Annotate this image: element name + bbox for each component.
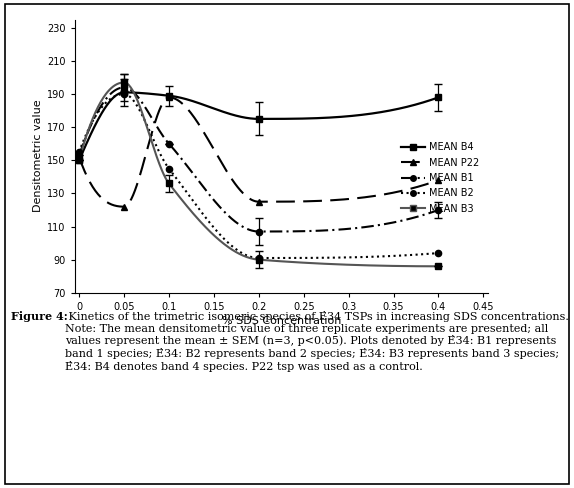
- X-axis label: % SDS Concentration: % SDS Concentration: [222, 316, 341, 326]
- Legend: MEAN B4, MEAN P22, MEAN B1, MEAN B2, MEAN B3: MEAN B4, MEAN P22, MEAN B1, MEAN B2, MEA…: [397, 139, 483, 218]
- Y-axis label: Densitometric value: Densitometric value: [33, 100, 43, 212]
- Text: Kinetics of the trimetric isomeric species of E̓34 TSPs in increasing SDS concen: Kinetics of the trimetric isomeric speci…: [65, 311, 569, 372]
- Text: Figure 4:: Figure 4:: [11, 311, 68, 322]
